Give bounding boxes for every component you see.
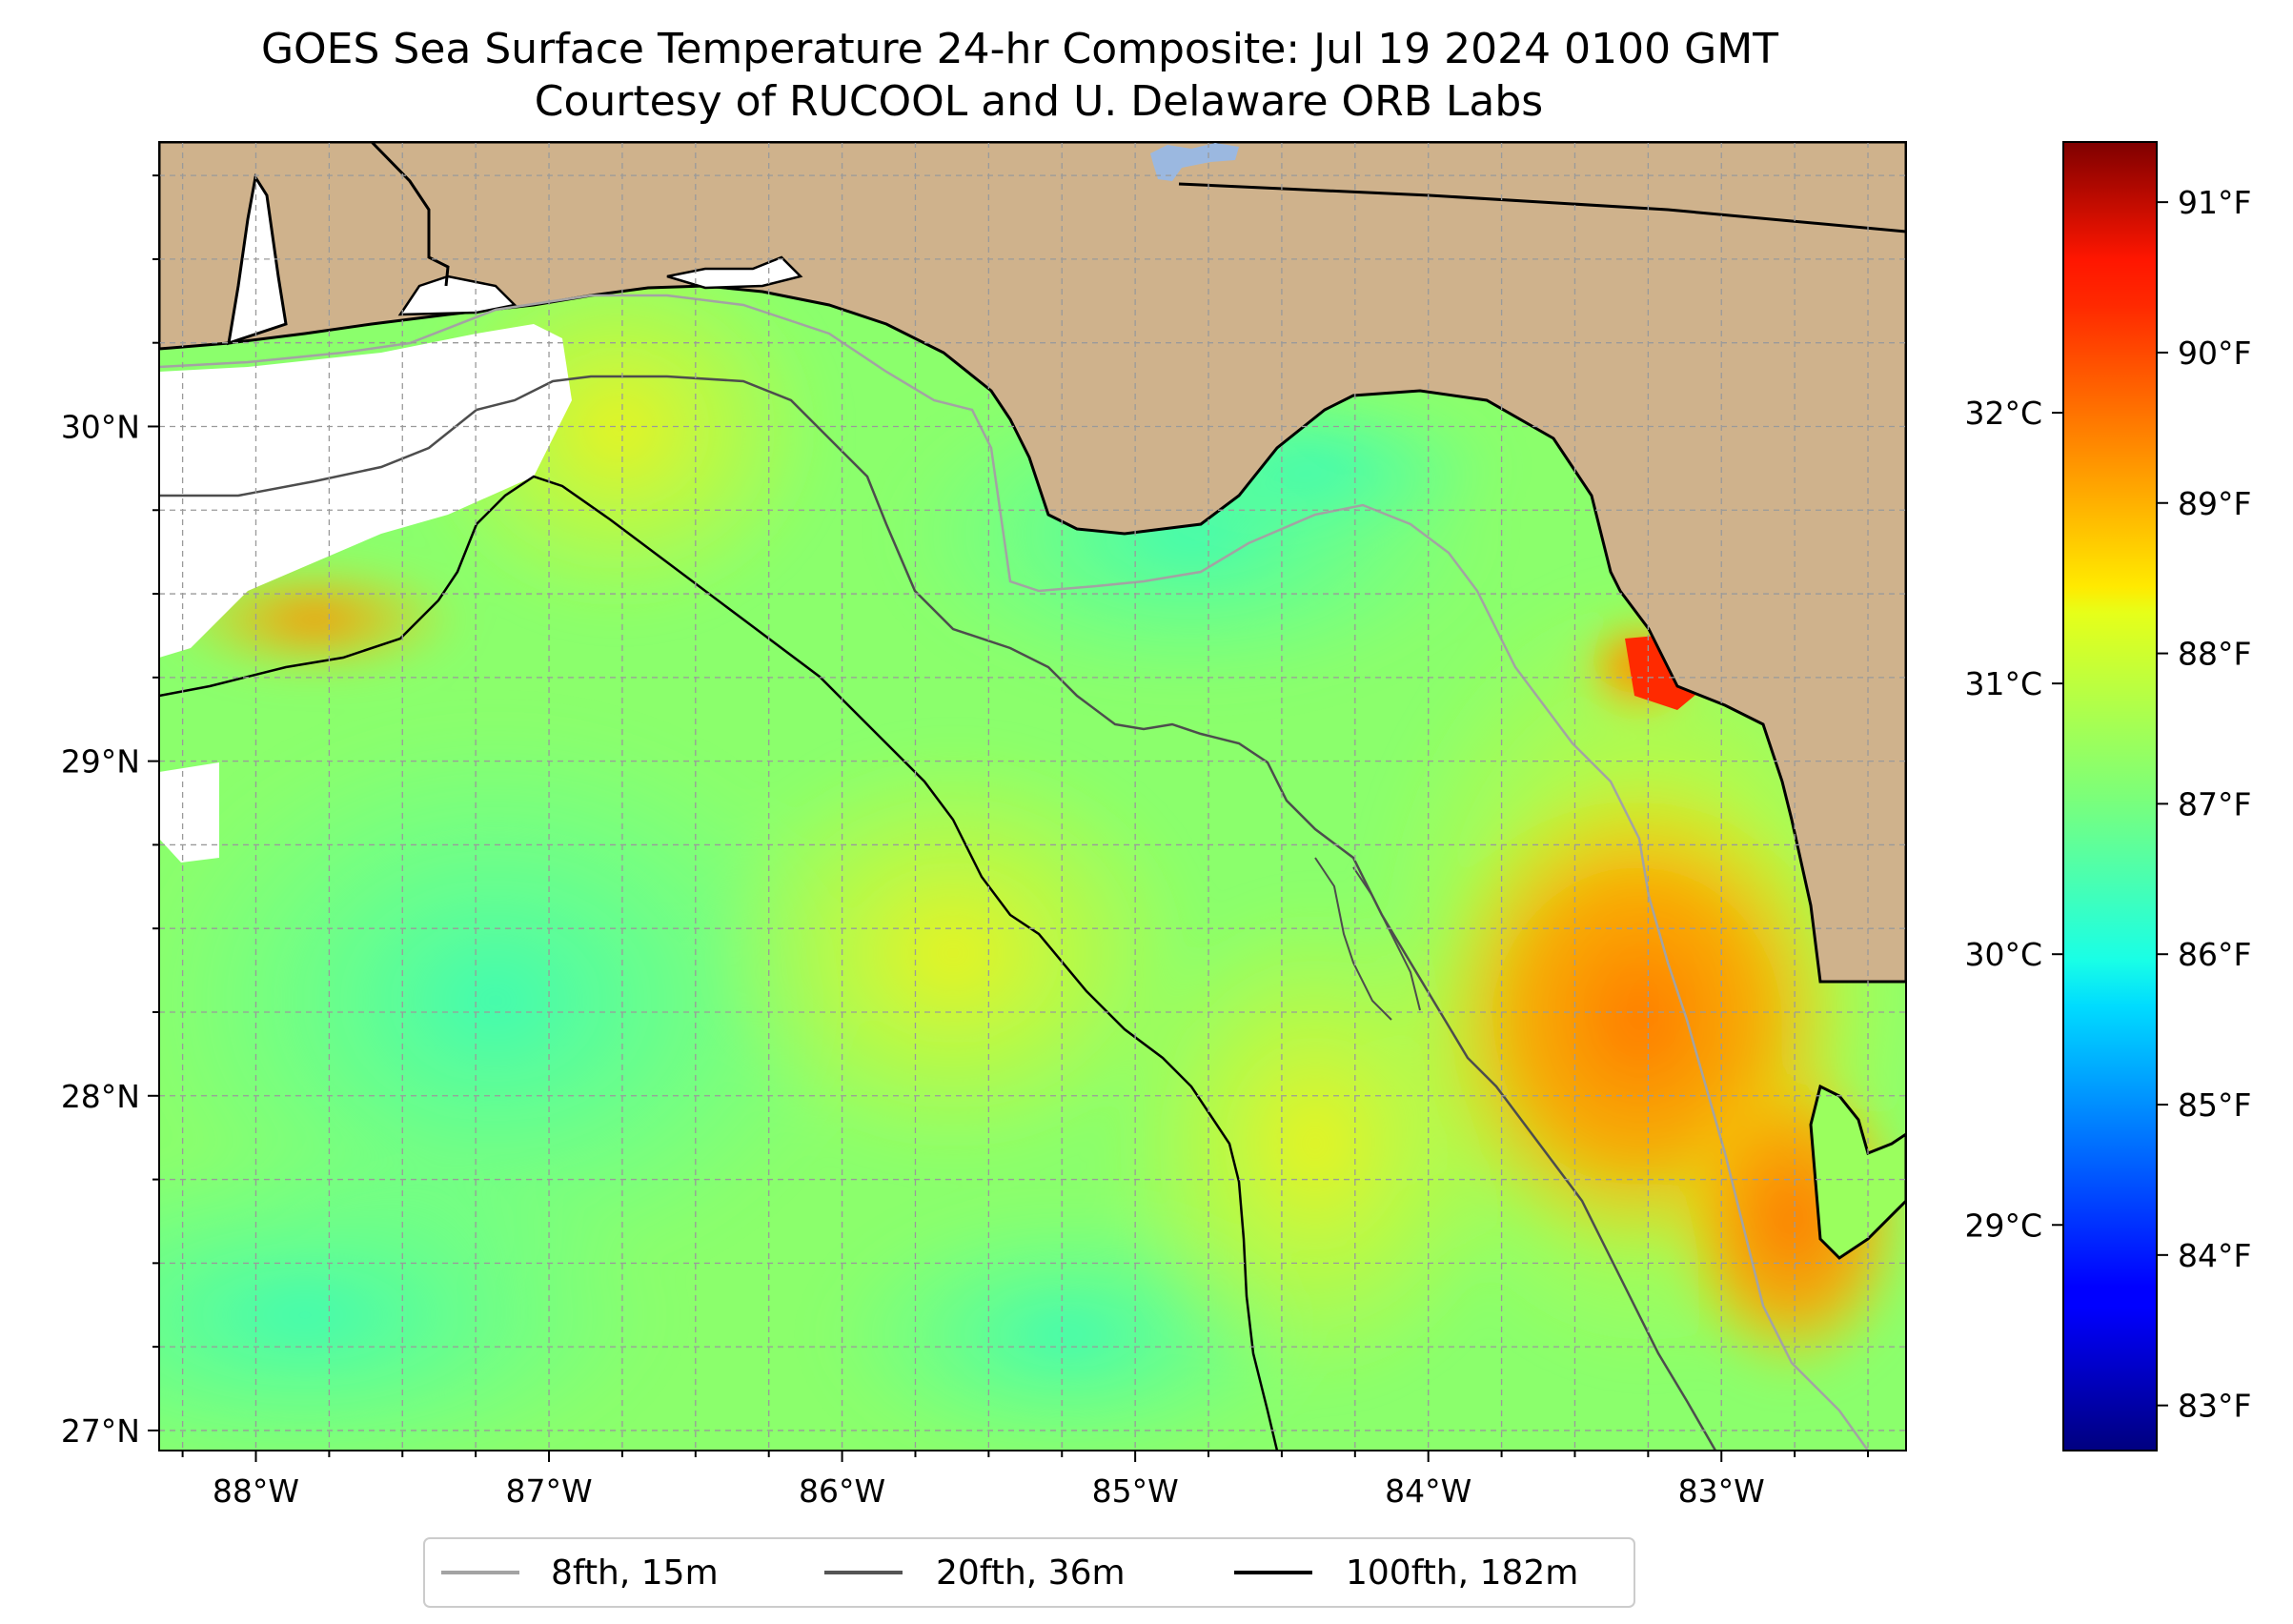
colorbar-c-label: 30°C <box>1964 936 2042 973</box>
colorbar-f-label: 85°F <box>2178 1086 2251 1124</box>
colorbar-c-label: 29°C <box>1964 1207 2042 1244</box>
colorbar-f-label: 86°F <box>2178 936 2251 973</box>
legend-label-15m: 8fth, 15m <box>551 1553 719 1593</box>
map-title: GOES Sea Surface Temperature 24-hr Compo… <box>261 25 1778 73</box>
contour-36m <box>159 375 1717 1451</box>
state-border <box>1178 182 1906 233</box>
colorbar-f-label: 91°F <box>2178 184 2251 221</box>
colorbar: 83°F 84°F 85°F 86°F 87°F 88°F 89°F 90°F 91°F 29°C… <box>1964 141 2251 1451</box>
legend-label-182m: 100fth, 182m <box>1346 1553 1578 1593</box>
colorbar-f-label: 89°F <box>2178 485 2251 522</box>
colorbar-f-label: 84°F <box>2178 1237 2251 1274</box>
y-tick-label: 29°N <box>61 743 140 781</box>
x-tick-label: 84°W <box>1385 1472 1471 1510</box>
colorbar-f-label: 87°F <box>2178 785 2251 822</box>
colorbar-f-label: 88°F <box>2178 636 2251 673</box>
colorbar-gradient <box>2062 141 2158 1451</box>
legend-label-36m: 20fth, 36m <box>936 1553 1126 1593</box>
x-tick-label: 88°W <box>213 1472 299 1510</box>
map-subtitle: Courtesy of RUCOOL and U. Delaware ORB L… <box>535 77 1543 126</box>
colorbar-c-label: 31°C <box>1964 665 2042 702</box>
map-axes: 88°W 87°W 86°W 85°W 84°W 83°W 27°N 28°N 29°N 30°N <box>61 174 1870 1510</box>
x-tick-label: 85°W <box>1092 1472 1179 1510</box>
legend-box <box>423 1537 1635 1608</box>
contour-legend: 8fth, 15m 20fth, 36m 100fth, 182m <box>423 1537 1635 1608</box>
colorbar-c-label: 32°C <box>1964 395 2042 432</box>
y-tick-label: 30°N <box>61 408 140 445</box>
colorbar-f-label: 83°F <box>2178 1388 2251 1425</box>
x-tick-label: 86°W <box>799 1472 885 1510</box>
no-data-region <box>159 324 572 658</box>
map-area <box>159 142 1906 1451</box>
contour-15m <box>159 294 1870 1451</box>
contour-182m <box>159 475 1279 1451</box>
y-tick-label: 28°N <box>61 1078 140 1115</box>
lake <box>1150 143 1239 181</box>
x-tick-label: 87°W <box>505 1472 592 1510</box>
x-tick-label: 83°W <box>1678 1472 1765 1510</box>
y-tick-label: 27°N <box>61 1412 140 1450</box>
mobile-bay <box>227 173 288 346</box>
map-frame <box>158 141 1907 1451</box>
gridlines <box>159 142 1906 1451</box>
colorbar-f-label: 90°F <box>2178 335 2251 372</box>
